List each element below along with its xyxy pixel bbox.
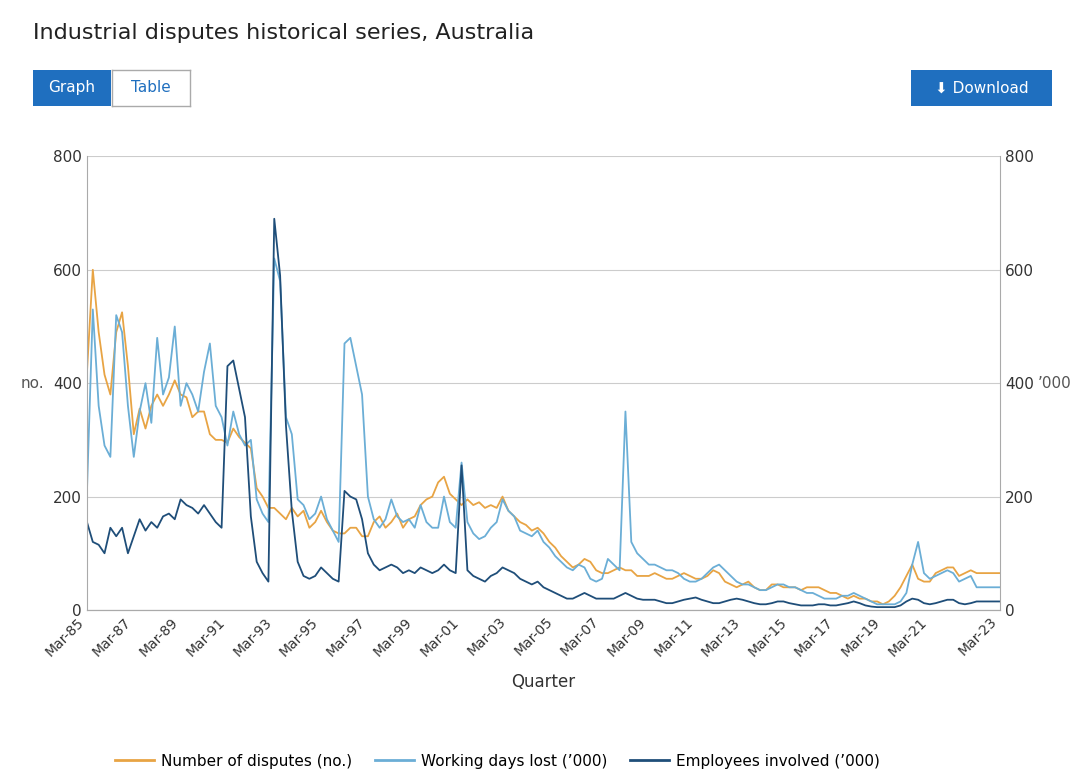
- Line: Number of disputes (no.): Number of disputes (no.): [87, 270, 1000, 604]
- Y-axis label: ’000: ’000: [1038, 375, 1072, 391]
- Working days lost (’000): [994, 583, 1007, 592]
- Number of disputes (no.): [994, 569, 1007, 578]
- Legend: Number of disputes (no.), Working days lost (’000), Employees involved (’000): Number of disputes (no.), Working days l…: [110, 748, 886, 775]
- Employees involved (’000): [267, 214, 280, 224]
- Line: Working days lost (’000): Working days lost (’000): [87, 258, 1000, 604]
- Employees involved (’000): [994, 597, 1007, 606]
- Working days lost (’000): [80, 486, 93, 496]
- Text: Table: Table: [132, 81, 171, 95]
- Working days lost (’000): [267, 253, 280, 263]
- Working days lost (’000): [110, 310, 123, 320]
- Employees involved (’000): [80, 518, 93, 527]
- Number of disputes (no.): [333, 529, 346, 538]
- Working days lost (’000): [333, 537, 346, 547]
- Working days lost (’000): [426, 523, 439, 533]
- Text: Graph: Graph: [48, 81, 96, 95]
- Employees involved (’000): [871, 602, 884, 612]
- Number of disputes (no.): [133, 404, 146, 414]
- Employees involved (’000): [127, 532, 140, 541]
- X-axis label: Quarter: Quarter: [512, 673, 575, 691]
- Number of disputes (no.): [80, 367, 93, 376]
- Employees involved (’000): [426, 569, 439, 578]
- Text: Industrial disputes historical series, Australia: Industrial disputes historical series, A…: [33, 23, 534, 44]
- Employees involved (’000): [824, 601, 837, 610]
- Working days lost (’000): [871, 600, 884, 609]
- Working days lost (’000): [613, 565, 626, 575]
- Y-axis label: no.: no.: [21, 375, 45, 391]
- Number of disputes (no.): [876, 600, 889, 609]
- Number of disputes (no.): [824, 588, 837, 597]
- Text: ⬇ Download: ⬇ Download: [935, 81, 1028, 95]
- Employees involved (’000): [333, 577, 346, 586]
- Employees involved (’000): [110, 532, 123, 541]
- Number of disputes (no.): [86, 265, 99, 274]
- Number of disputes (no.): [426, 492, 439, 501]
- Line: Employees involved (’000): Employees involved (’000): [87, 219, 1000, 607]
- Number of disputes (no.): [613, 563, 626, 572]
- Working days lost (’000): [824, 594, 837, 604]
- Working days lost (’000): [127, 452, 140, 461]
- Number of disputes (no.): [115, 307, 128, 317]
- Employees involved (’000): [613, 591, 626, 601]
